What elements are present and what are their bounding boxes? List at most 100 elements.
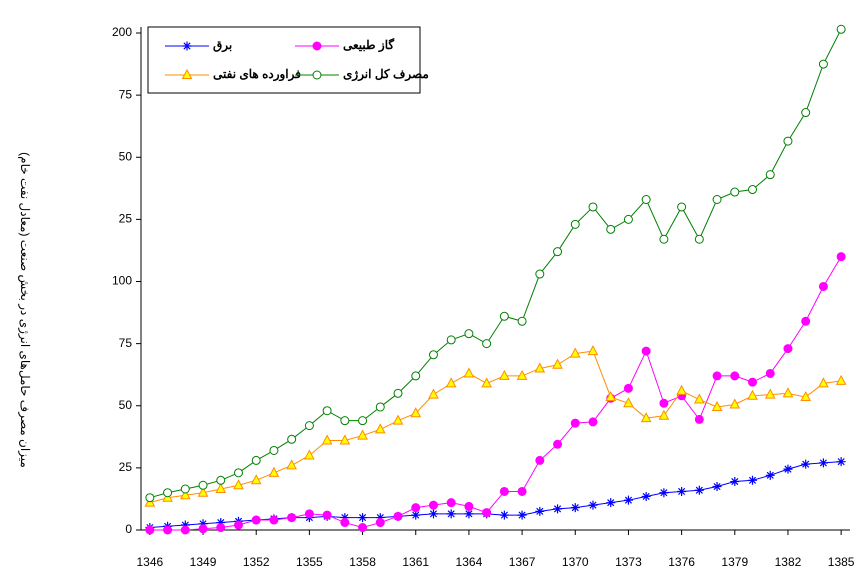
y-tick-label: 50 xyxy=(119,149,133,163)
marker xyxy=(694,414,704,424)
marker xyxy=(640,412,652,423)
marker xyxy=(197,486,209,497)
marker xyxy=(499,369,510,380)
legend-label: برق xyxy=(213,38,232,53)
marker xyxy=(694,393,705,404)
marker xyxy=(658,409,670,420)
marker xyxy=(569,347,581,358)
x-tick-label: 1370 xyxy=(562,555,589,569)
marker xyxy=(694,234,704,244)
marker xyxy=(312,70,322,80)
marker xyxy=(783,136,793,146)
marker xyxy=(304,421,314,431)
legend-label: فراورده های نفتی xyxy=(213,67,301,82)
y-tick-label: 200 xyxy=(112,25,132,39)
marker xyxy=(835,374,847,385)
y-tick-label: 25 xyxy=(119,460,133,474)
marker xyxy=(321,434,333,445)
marker xyxy=(358,513,368,523)
marker xyxy=(588,202,598,212)
marker xyxy=(464,501,474,511)
marker xyxy=(534,362,546,373)
marker xyxy=(446,509,456,519)
marker xyxy=(517,316,527,326)
marker xyxy=(641,491,651,501)
marker xyxy=(233,479,244,490)
marker xyxy=(623,214,633,224)
marker xyxy=(216,518,226,528)
marker xyxy=(339,434,351,445)
marker xyxy=(748,475,758,485)
x-tick-label: 1364 xyxy=(456,555,483,569)
marker xyxy=(801,108,811,118)
marker xyxy=(748,377,758,387)
marker xyxy=(428,388,439,399)
series-line xyxy=(149,350,842,504)
marker xyxy=(499,510,509,520)
marker xyxy=(553,439,563,449)
marker xyxy=(446,498,456,508)
marker xyxy=(729,398,741,409)
marker xyxy=(163,488,173,498)
marker xyxy=(836,457,846,467)
marker xyxy=(818,458,828,468)
marker xyxy=(375,518,385,528)
marker xyxy=(659,234,669,244)
marker xyxy=(499,311,509,321)
marker xyxy=(163,525,173,535)
marker xyxy=(269,515,279,525)
marker xyxy=(783,464,793,474)
x-tick-label: 1385 xyxy=(828,555,855,569)
marker xyxy=(623,495,633,505)
marker xyxy=(765,368,775,378)
marker xyxy=(145,525,155,535)
marker xyxy=(818,377,829,388)
marker xyxy=(730,477,740,487)
marker xyxy=(659,398,669,408)
x-tick-label: 1346 xyxy=(137,555,164,569)
marker xyxy=(587,345,599,356)
marker xyxy=(181,68,193,79)
marker xyxy=(268,466,280,477)
marker xyxy=(374,423,386,434)
marker xyxy=(198,480,208,490)
marker xyxy=(304,509,314,519)
marker xyxy=(145,493,155,503)
marker xyxy=(570,503,580,513)
marker xyxy=(357,429,368,440)
series-line xyxy=(149,461,842,529)
x-tick-label: 1382 xyxy=(775,555,802,569)
marker xyxy=(801,459,811,469)
marker xyxy=(748,185,758,195)
marker xyxy=(623,383,633,393)
marker xyxy=(393,511,403,521)
y-tick-label: 100 xyxy=(112,274,132,288)
marker xyxy=(730,371,740,381)
marker xyxy=(180,525,190,535)
marker xyxy=(392,414,404,425)
marker xyxy=(312,41,322,51)
marker xyxy=(659,488,669,498)
marker xyxy=(251,515,261,525)
marker xyxy=(428,350,438,360)
marker xyxy=(411,510,421,520)
legend-box xyxy=(147,26,421,94)
marker xyxy=(198,519,208,529)
marker xyxy=(304,449,315,460)
marker xyxy=(535,506,545,516)
marker xyxy=(358,416,368,426)
marker xyxy=(676,384,687,395)
marker xyxy=(552,358,563,369)
x-tick-label: 1376 xyxy=(668,555,695,569)
marker xyxy=(588,417,598,427)
marker xyxy=(340,416,350,426)
marker xyxy=(818,59,828,69)
marker xyxy=(233,520,243,530)
x-tick-label: 1355 xyxy=(296,555,323,569)
series-line xyxy=(149,256,842,531)
marker xyxy=(764,388,776,399)
marker xyxy=(677,202,687,212)
marker xyxy=(800,390,812,402)
marker xyxy=(464,509,474,519)
marker xyxy=(340,513,350,523)
